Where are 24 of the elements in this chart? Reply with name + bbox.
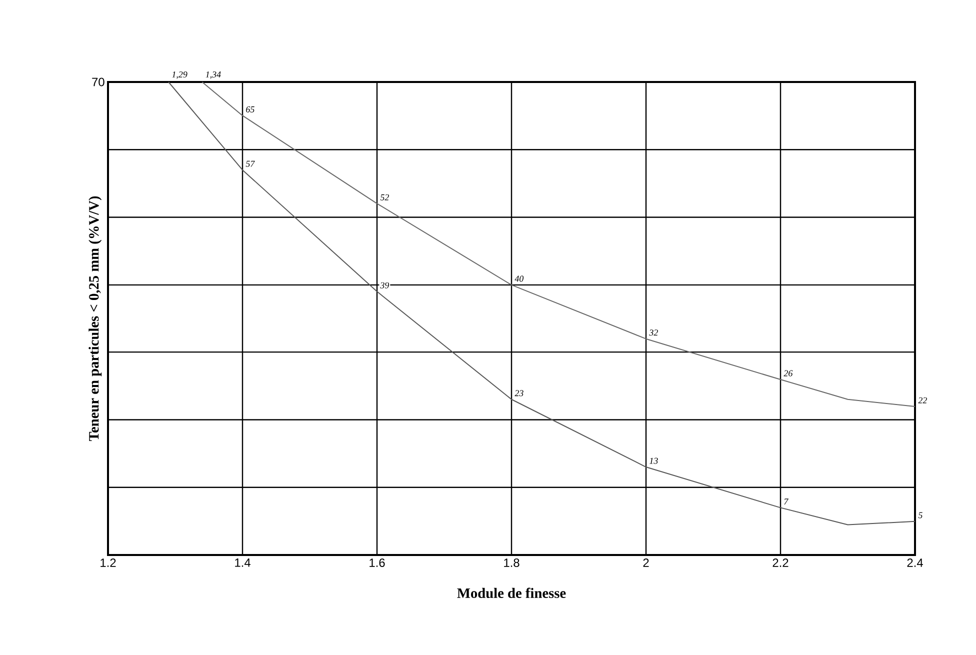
annotation: 5 xyxy=(918,512,922,518)
x-tick-label: 2.4 xyxy=(907,558,923,567)
annotation: 26 xyxy=(784,370,793,376)
x-tick-label: 1.6 xyxy=(370,558,385,567)
annotation: 23 xyxy=(514,390,524,396)
x-axis-title: Module de finesse xyxy=(457,588,566,598)
annotation: 39 xyxy=(380,282,390,288)
annotation: 57 xyxy=(246,160,255,167)
annotation: 7 xyxy=(784,498,788,505)
annotation: 32 xyxy=(649,330,658,336)
annotation: 40 xyxy=(514,276,524,282)
text: 70 xyxy=(92,78,104,86)
annotation: 22 xyxy=(918,397,927,404)
annotation: 65 xyxy=(246,106,254,112)
y-axis-title: Teneur en particules < 0,25 mm (%V/V) xyxy=(88,196,102,442)
annotation: 13 xyxy=(650,458,658,464)
x-tick-label: 1.4 xyxy=(235,558,250,567)
x-tick-label: 1.2 xyxy=(100,558,116,567)
x-tick-label: 2.2 xyxy=(772,558,788,567)
x-tick-label: 1.8 xyxy=(504,558,520,567)
annotation: 1,34 xyxy=(206,71,221,79)
x-tick-label: 2 xyxy=(643,558,649,567)
annotation: 1,29 xyxy=(172,71,188,79)
annotation: 52 xyxy=(380,194,389,200)
